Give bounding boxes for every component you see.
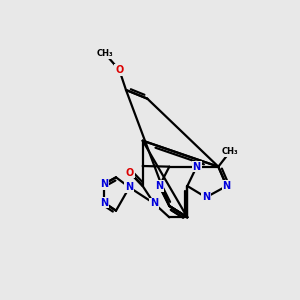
Text: N: N: [193, 162, 201, 172]
Text: N: N: [202, 192, 210, 202]
Text: N: N: [100, 179, 108, 189]
Text: N: N: [155, 181, 164, 191]
Text: N: N: [125, 182, 134, 192]
Text: N: N: [223, 181, 231, 191]
Text: N: N: [150, 198, 158, 208]
Text: CH₃: CH₃: [222, 147, 238, 156]
Text: O: O: [126, 168, 134, 178]
Text: O: O: [115, 65, 124, 75]
Text: N: N: [100, 198, 108, 208]
Text: CH₃: CH₃: [97, 50, 114, 58]
